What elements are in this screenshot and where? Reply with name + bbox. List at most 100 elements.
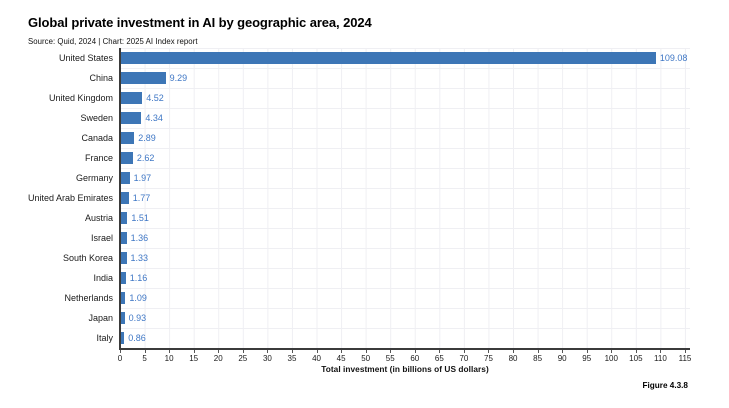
bar	[120, 112, 142, 124]
figure-label: Figure 4.3.8	[642, 381, 688, 390]
bar-value-label: 9.29	[169, 73, 188, 83]
category-label: Sweden	[80, 113, 113, 123]
category-label: United States	[58, 53, 113, 63]
bar-value-label: 1.77	[132, 193, 151, 203]
bar	[120, 192, 129, 204]
bar-value-label: 1.33	[130, 253, 149, 263]
x-tick-label: 25	[238, 354, 248, 363]
bar-value-label: 1.09	[129, 293, 147, 303]
x-tick-label: 5	[142, 354, 147, 363]
plot-area: 109.08 9.29 4.52 4.34 2.89 2.62 1.97 1.77 1.51 1.…	[120, 48, 690, 348]
category-label: India	[93, 273, 113, 283]
x-tick	[169, 350, 171, 353]
x-tick	[341, 350, 343, 353]
x-tick	[193, 350, 195, 353]
category-label: South Korea	[62, 253, 113, 263]
x-axis-line	[118, 348, 690, 350]
x-tick	[144, 350, 146, 353]
x-tick	[635, 350, 637, 353]
bar-value-label: 4.34	[145, 113, 163, 123]
x-tick-label: 95	[582, 354, 592, 363]
bar	[120, 292, 126, 304]
bar	[120, 72, 166, 84]
category-label: Austria	[84, 213, 113, 223]
bar	[120, 172, 130, 184]
bar	[120, 152, 133, 164]
category-label: France	[84, 153, 113, 163]
bar-value-label: 2.62	[136, 153, 155, 163]
x-tick-label: 100	[604, 354, 618, 363]
x-tick	[463, 350, 465, 353]
x-tick-label: 0	[117, 354, 123, 363]
x-tick-label: 45	[336, 354, 346, 363]
category-label: China	[89, 73, 113, 83]
x-tick-label: 60	[410, 354, 420, 363]
category-label: Germany	[75, 173, 113, 183]
category-label: Canada	[81, 133, 113, 143]
chart-title: Global private investment in AI by geogr…	[28, 15, 372, 30]
x-tick	[414, 350, 416, 353]
x-tick-label: 30	[262, 354, 272, 363]
x-tick	[660, 350, 662, 353]
x-tick	[120, 350, 121, 353]
bar-value-label: 2.89	[138, 133, 156, 143]
bar	[120, 332, 125, 344]
x-tick-label: 70	[459, 354, 469, 363]
x-tick-label: 35	[287, 354, 297, 363]
x-tick	[439, 350, 441, 353]
bar-value-label: 0.93	[128, 313, 147, 323]
chart-subtitle: Source: Quid, 2024 | Chart: 2025 AI Inde…	[28, 37, 198, 46]
x-tick-label: 75	[484, 354, 493, 363]
bar	[120, 212, 128, 224]
x-tick-label: 55	[385, 354, 395, 363]
bar-value-label: 109.08	[659, 53, 688, 63]
x-tick	[488, 350, 490, 353]
x-tick	[390, 350, 392, 353]
bar	[120, 52, 656, 64]
bar-value-label: 1.16	[129, 273, 148, 283]
bar	[120, 92, 143, 104]
category-label: Israel	[90, 233, 113, 243]
bar	[120, 312, 125, 324]
x-tick-label: 40	[312, 354, 321, 363]
bar	[120, 132, 135, 144]
x-tick	[218, 350, 220, 353]
y-axis-line	[118, 48, 121, 350]
x-tick	[291, 350, 293, 353]
bar	[120, 252, 127, 264]
x-tick	[537, 350, 539, 353]
x-tick	[242, 350, 244, 353]
x-tick	[316, 350, 318, 353]
category-label: Italy	[96, 333, 113, 343]
x-tick-label: 105	[629, 354, 643, 363]
x-axis-ticks: 0 5 10 15 20 25 30 35 40 45 50 55 60 65 70 75 80 85 90 95 10…	[118, 350, 691, 366]
x-tick-label: 110	[654, 354, 667, 363]
category-label: United Arab Emirates	[27, 193, 113, 203]
x-tick-label: 80	[508, 354, 518, 363]
x-tick-label: 50	[361, 354, 371, 363]
x-tick-label: 10	[164, 354, 174, 363]
category-label: Netherlands	[64, 293, 113, 303]
x-tick-label: 85	[533, 354, 543, 363]
y-axis-labels: United States China United Kingdom Sweden Ca…	[0, 48, 113, 348]
x-tick	[513, 350, 515, 353]
x-tick-label: 90	[557, 354, 567, 363]
x-tick-label: 20	[213, 354, 223, 363]
x-tick	[586, 350, 588, 353]
bar	[120, 272, 126, 284]
x-tick	[267, 350, 269, 353]
category-label: United Kingdom	[48, 93, 113, 103]
x-tick-label: 65	[434, 354, 444, 363]
bar	[120, 232, 127, 244]
x-tick	[562, 350, 564, 353]
bar-value-label: 1.36	[130, 233, 149, 243]
x-tick	[365, 350, 367, 353]
x-tick-label: 15	[189, 354, 199, 363]
bar-value-label: 1.51	[131, 213, 149, 223]
bar-value-label: 4.52	[146, 93, 164, 103]
x-tick	[685, 350, 686, 353]
bar-value-label: 1.97	[133, 173, 152, 183]
bar-value-label: 0.86	[128, 333, 146, 343]
x-tick	[611, 350, 613, 353]
